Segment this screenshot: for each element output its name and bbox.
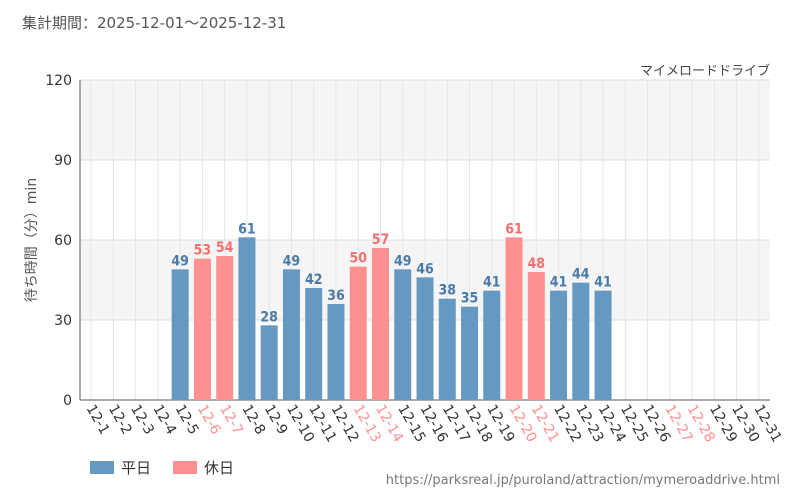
- bar-value-label: 49: [283, 253, 301, 269]
- bar-value-label: 41: [483, 275, 501, 291]
- bar: [260, 325, 278, 400]
- legend-weekday-label: 平日: [121, 459, 152, 477]
- bar: [505, 237, 523, 400]
- bar-value-label: 48: [528, 256, 546, 272]
- bar: [193, 258, 211, 400]
- y-tick-label: 120: [45, 73, 72, 89]
- bar: [527, 272, 545, 400]
- bar: [438, 298, 456, 400]
- legend-holiday: 休日: [173, 457, 234, 478]
- bar: [483, 290, 501, 400]
- legend-weekday-swatch: [90, 461, 114, 474]
- y-tick-label: 60: [54, 233, 72, 249]
- bar-value-label: 49: [171, 253, 189, 269]
- bar: [461, 306, 479, 400]
- bar-value-label: 50: [349, 251, 367, 267]
- bar: [327, 304, 345, 400]
- bar: [238, 237, 256, 400]
- bar-value-label: 61: [238, 221, 256, 237]
- bar: [550, 290, 568, 400]
- y-tick-label: 0: [63, 393, 72, 409]
- bar-value-label: 57: [372, 232, 390, 248]
- bar: [572, 282, 590, 400]
- bar: [282, 269, 300, 400]
- bar-value-label: 38: [438, 283, 456, 299]
- source-url: https://parksreal.jp/puroland/attraction…: [385, 473, 780, 488]
- bar-value-label: 28: [260, 309, 278, 325]
- bar: [349, 266, 367, 400]
- bar-value-label: 61: [505, 221, 523, 237]
- bar: [594, 290, 612, 400]
- bar-value-label: 42: [305, 272, 323, 288]
- bar: [171, 269, 189, 400]
- y-axis-title: 待ち時間（分）min: [24, 178, 40, 302]
- bar-value-label: 53: [194, 243, 212, 259]
- bar-value-label: 46: [416, 261, 434, 277]
- legend: 平日 休日: [90, 457, 256, 478]
- bar: [216, 256, 234, 400]
- bar: [416, 277, 434, 400]
- legend-holiday-swatch: [173, 461, 198, 474]
- legend-holiday-label: 休日: [204, 459, 235, 477]
- legend-weekday: 平日: [90, 457, 151, 478]
- bar-value-label: 54: [216, 240, 234, 256]
- bar-value-label: 44: [572, 267, 590, 283]
- y-tick-label: 90: [54, 153, 72, 169]
- bar-value-label: 36: [327, 288, 345, 304]
- attraction-name: マイメロードドライブ: [639, 64, 770, 79]
- bar-value-label: 41: [594, 275, 612, 291]
- y-tick-label: 30: [54, 313, 72, 329]
- bar-value-label: 41: [550, 275, 568, 291]
- period-label: 集計期間：2025-12-01〜2025-12-31: [22, 14, 287, 32]
- bar-value-label: 35: [461, 291, 479, 307]
- bar: [371, 248, 389, 400]
- bar: [305, 288, 323, 400]
- bar-value-label: 49: [394, 253, 412, 269]
- bar: [394, 269, 412, 400]
